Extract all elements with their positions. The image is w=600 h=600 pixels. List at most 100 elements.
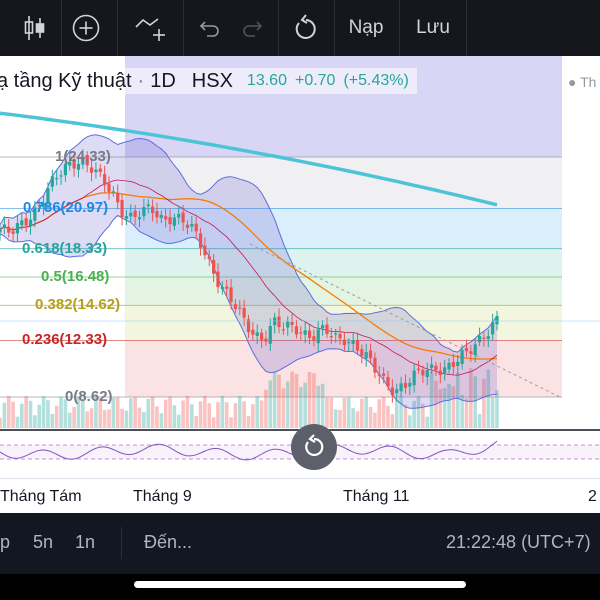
volume-bar (155, 406, 159, 428)
candle-body (251, 329, 255, 335)
toolbar-separator (117, 0, 118, 56)
volume-bar (464, 398, 469, 428)
compare-symbol-button[interactable] (128, 0, 174, 56)
candle-body (207, 256, 211, 260)
volume-bar (469, 368, 473, 428)
candle-body (486, 336, 490, 340)
redo-button[interactable] (236, 0, 268, 56)
time-axis[interactable]: Tháng Tám Tháng 9 Tháng 11 2 (0, 478, 600, 514)
volume-bar (325, 397, 329, 428)
volume-bar (285, 381, 290, 428)
toolbar-separator (183, 0, 184, 56)
volume-bar (268, 380, 273, 428)
range-button-1y[interactable]: 1n (75, 532, 96, 552)
candle-body (456, 361, 460, 366)
legend-label: Th (580, 74, 597, 90)
last-price: 13.60 (246, 72, 287, 89)
candle-body (286, 321, 290, 328)
candle-body (386, 376, 390, 387)
candlestick-type-button[interactable] (14, 0, 54, 56)
add-indicator-button[interactable] (64, 0, 108, 56)
volume-bar (425, 416, 430, 428)
volume-bar (142, 411, 146, 428)
candle-body (220, 287, 224, 290)
candle-body (68, 161, 72, 166)
goto-date-button[interactable]: Đến... (144, 532, 193, 552)
volume-bar (24, 396, 28, 428)
volume-bars (0, 368, 499, 428)
volume-bar (447, 383, 451, 428)
toolbar-separator (334, 0, 335, 56)
volume-bar (37, 404, 42, 428)
interval-label[interactable]: 1D (150, 69, 176, 92)
volume-bar (163, 399, 168, 428)
volume-bar (394, 400, 399, 428)
candle-body (216, 271, 220, 288)
volume-bar (2, 402, 7, 428)
candle-body (85, 155, 89, 166)
volume-bar (277, 374, 281, 428)
price-chart[interactable] (0, 56, 600, 478)
candle-body (120, 200, 124, 218)
candle-body (469, 351, 473, 354)
exchange-label: HSX (191, 69, 233, 92)
trend-line[interactable] (249, 243, 563, 399)
symbol-header[interactable]: ạ tầng Kỹ thuật · 1D HSX 13.60 +0.70 (+5… (0, 68, 417, 94)
volume-bar (237, 396, 242, 428)
volume-bar (67, 412, 72, 428)
range-button-partial[interactable]: p (0, 532, 11, 552)
reset-chart-button[interactable] (291, 424, 337, 470)
toolbar-separator (466, 0, 467, 56)
chart-canvas[interactable]: 1(24.33) 0.786(20.97) 0.618(18.33) 0.5(16.4… (0, 56, 600, 513)
price-change-percent: (+5.43%) (343, 72, 409, 89)
volume-bar (81, 398, 85, 428)
volume-bar (364, 396, 369, 428)
bollinger-upper-line (0, 134, 498, 353)
fib-band (125, 248, 562, 277)
toolbar-separator (399, 0, 400, 56)
volume-bar (172, 405, 177, 428)
volume-bar (386, 405, 390, 428)
range-toolbar: p 5n 1n Đến... 21:22:48 (UTC+7) (0, 513, 600, 574)
fib-level-label: 0.5(16.48) (41, 268, 110, 285)
candle-body (24, 218, 28, 226)
candle-body (181, 212, 185, 223)
volume-bar (294, 373, 299, 428)
volume-bar (251, 404, 255, 428)
deposit-button[interactable]: Nạp (348, 17, 384, 38)
compare-trend-plus-icon (135, 18, 165, 41)
undo-button[interactable] (194, 0, 226, 56)
candle-body (312, 336, 316, 341)
indicator-legend[interactable]: ● Th (568, 74, 596, 90)
range-button-5y[interactable]: 5n (33, 532, 54, 552)
candle-body (146, 204, 150, 207)
volume-bar (0, 418, 2, 428)
candle-body (190, 224, 194, 227)
volume-bar (486, 369, 491, 428)
reload-chart-button[interactable] (288, 0, 324, 56)
clock-timezone[interactable]: 21:22:48 (UTC+7) (446, 532, 591, 552)
volume-bar (351, 408, 355, 428)
volume-bar (63, 399, 68, 428)
save-button[interactable]: Lưu (416, 17, 450, 38)
volume-bar (94, 397, 98, 428)
volume-bar (495, 390, 499, 428)
volume-bar (490, 397, 495, 428)
volume-bar (102, 410, 107, 428)
candle-body (438, 370, 442, 376)
candle-body (425, 370, 429, 378)
candle-body (325, 324, 329, 335)
home-indicator[interactable] (134, 581, 466, 588)
volume-bar (76, 396, 81, 428)
candle-body (246, 319, 251, 333)
candle-body (164, 216, 168, 220)
volume-bar (412, 400, 416, 428)
volume-bar (320, 383, 325, 428)
volume-bar (373, 412, 377, 428)
symbol-name[interactable]: ạ tầng Kỹ thuật (0, 69, 132, 92)
candle-body (168, 217, 172, 225)
fib-band (125, 305, 562, 341)
candle-body (482, 337, 486, 339)
candle-body (268, 326, 272, 344)
candle-body (395, 389, 399, 394)
